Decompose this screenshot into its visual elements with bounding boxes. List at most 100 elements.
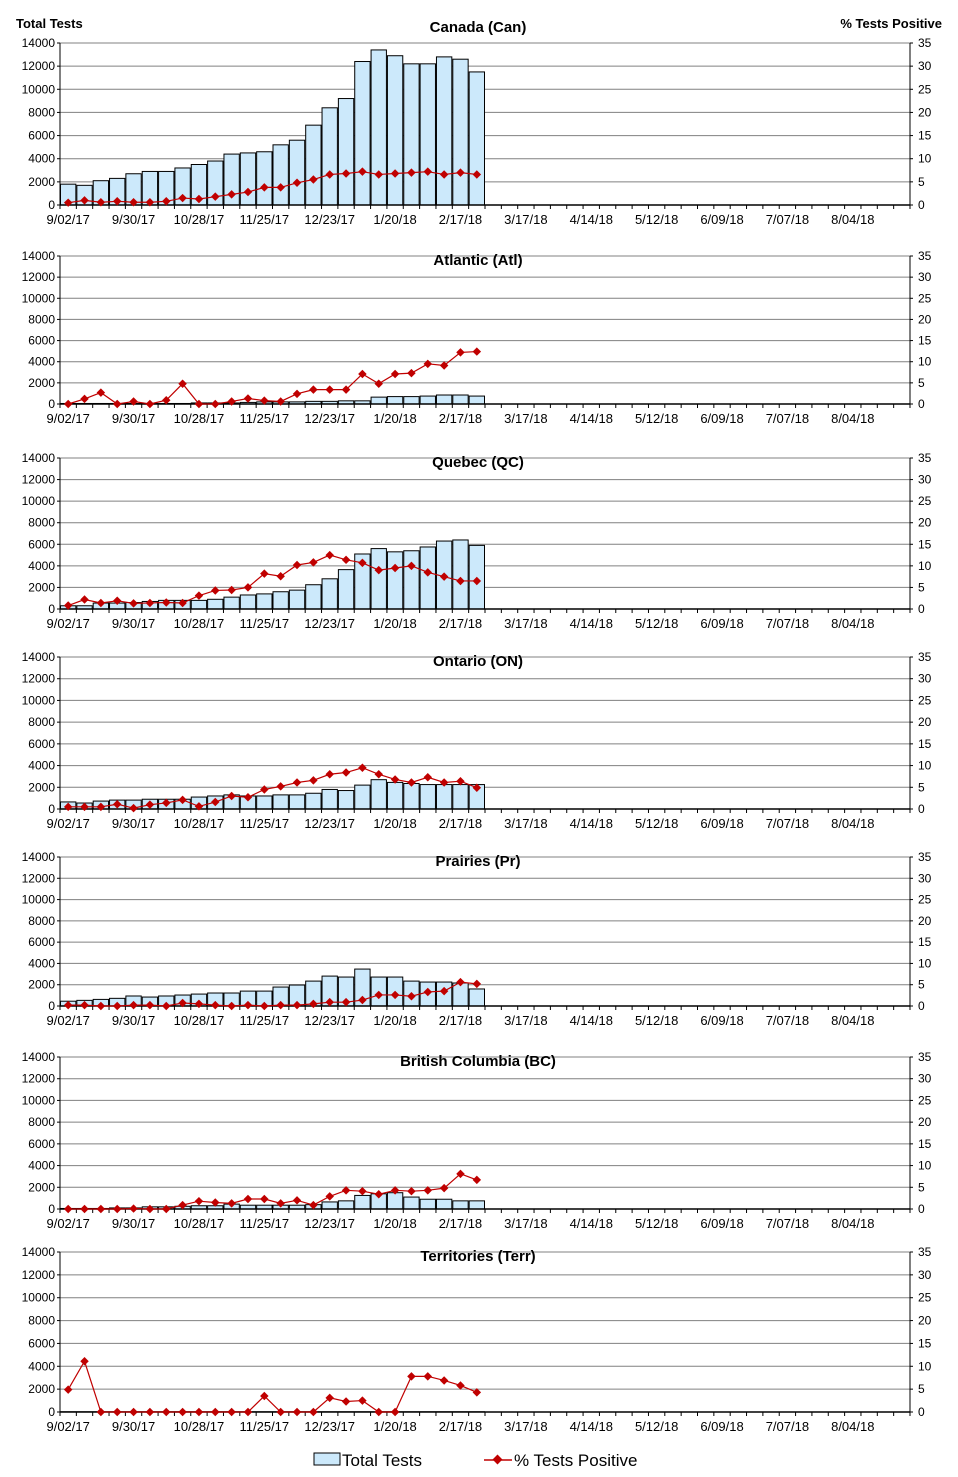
point-pct-positive xyxy=(423,773,433,782)
point-pct-positive xyxy=(63,198,73,207)
point-pct-positive xyxy=(292,178,302,188)
point-pct-positive xyxy=(341,1186,351,1195)
x-tick-label: 1/20/18 xyxy=(373,411,416,426)
x-tick-label: 3/17/18 xyxy=(504,411,547,426)
x-tick-label: 2/17/18 xyxy=(439,212,482,227)
x-tick-label: 1/20/18 xyxy=(373,616,416,631)
panel-0: 0 2000 4000 6000 8000 10000 12000 14000 0 5 10 15 20… xyxy=(22,19,932,227)
y-tick-label: 4000 xyxy=(28,1359,55,1373)
point-pct-positive xyxy=(243,394,253,403)
point-pct-positive xyxy=(407,368,416,378)
point-pct-positive xyxy=(390,1186,400,1195)
y-tick-label: 4000 xyxy=(28,559,55,573)
panel-title: Prairies (Pr) xyxy=(435,853,520,870)
bar-total-tests xyxy=(321,1201,338,1210)
x-tick-label: 8/04/18 xyxy=(831,816,874,831)
x-tick-label: 10/28/17 xyxy=(174,411,225,426)
y2-tick-label: 15 xyxy=(918,537,932,551)
bar-total-tests xyxy=(354,1194,371,1210)
point-pct-positive xyxy=(407,1372,416,1381)
y2-tick-label: 35 xyxy=(918,36,932,50)
y-tick-label: 12000 xyxy=(22,871,56,885)
y-tick-label: 4000 xyxy=(28,152,55,166)
point-pct-positive xyxy=(80,394,89,404)
point-pct-positive xyxy=(358,167,367,176)
point-pct-positive xyxy=(456,1381,465,1390)
point-pct-positive xyxy=(325,1393,334,1403)
x-tick-label: 3/17/18 xyxy=(504,816,547,831)
panel-title: Canada (Can) xyxy=(430,19,527,36)
point-pct-positive xyxy=(178,379,187,388)
y2-tick-label: 35 xyxy=(918,451,932,465)
point-pct-positive xyxy=(162,197,171,206)
x-tick-label: 5/12/18 xyxy=(635,1216,678,1231)
point-pct-positive xyxy=(276,1407,285,1417)
point-pct-positive xyxy=(325,770,334,779)
point-pct-positive xyxy=(96,1204,106,1214)
y2-tick-label: 25 xyxy=(918,494,932,508)
y2-tick-label: 20 xyxy=(918,105,932,119)
y-tick-label: 8000 xyxy=(28,715,55,729)
y2-tick-label: 15 xyxy=(918,1336,932,1350)
bar-total-tests xyxy=(337,569,355,610)
point-pct-positive xyxy=(390,775,400,784)
x-tick-label: 9/02/17 xyxy=(46,1419,89,1434)
point-pct-positive xyxy=(292,1196,302,1205)
x-tick-label: 1/20/18 xyxy=(373,1013,416,1028)
point-pct-positive xyxy=(63,1204,73,1214)
x-tick-label: 9/02/17 xyxy=(46,411,89,426)
y-tick-label: 12000 xyxy=(22,270,56,284)
y2-tick-label: 0 xyxy=(918,1202,925,1216)
point-pct-positive xyxy=(145,197,155,207)
point-pct-positive xyxy=(423,359,433,369)
point-pct-positive xyxy=(276,1199,285,1208)
point-pct-positive xyxy=(260,569,269,578)
point-pct-positive xyxy=(276,1000,285,1010)
y-tick-label: 0 xyxy=(48,198,55,212)
y-tick-label: 8000 xyxy=(28,1314,55,1328)
point-pct-positive xyxy=(341,555,351,565)
point-pct-positive xyxy=(472,1388,482,1397)
bar-total-tests xyxy=(435,784,453,810)
x-tick-label: 9/30/17 xyxy=(112,1013,155,1028)
point-pct-positive xyxy=(260,183,269,192)
y2-tick-label: 5 xyxy=(918,175,925,189)
point-pct-positive xyxy=(260,1194,269,1204)
bar-total-tests xyxy=(337,98,355,206)
point-pct-positive xyxy=(194,194,204,204)
y-tick-label: 14000 xyxy=(22,1050,56,1064)
point-pct-positive xyxy=(358,763,367,772)
x-tick-label: 5/12/18 xyxy=(635,616,678,631)
x-tick-label: 9/30/17 xyxy=(112,1216,155,1231)
point-pct-positive xyxy=(407,561,416,571)
x-tick-label: 2/17/18 xyxy=(439,1013,482,1028)
bar-total-tests xyxy=(386,551,404,610)
bar-total-tests xyxy=(435,394,453,405)
bar-total-tests xyxy=(370,779,387,810)
point-pct-positive xyxy=(358,995,367,1005)
y2-tick-label: 30 xyxy=(918,672,932,686)
bar-total-tests xyxy=(452,58,469,206)
bar-total-tests xyxy=(403,782,420,810)
point-pct-positive xyxy=(341,768,351,777)
point-pct-positive xyxy=(423,1186,433,1195)
point-pct-positive xyxy=(390,169,400,178)
point-pct-positive xyxy=(390,990,400,1000)
bar-total-tests xyxy=(386,55,404,206)
panel-1: 0 2000 4000 6000 8000 10000 12000 14000 0 5 10 15 20… xyxy=(22,249,932,426)
bar-total-tests xyxy=(370,548,387,610)
x-tick-label: 7/07/18 xyxy=(766,1013,809,1028)
y-tick-label: 10000 xyxy=(22,82,56,96)
y-tick-label: 2000 xyxy=(28,978,55,992)
bar-total-tests xyxy=(468,395,485,405)
bar-total-tests xyxy=(239,594,257,610)
point-pct-positive xyxy=(309,1407,318,1417)
y2-tick-label: 5 xyxy=(918,780,925,794)
bar-total-tests xyxy=(354,61,371,206)
y2-tick-label: 0 xyxy=(918,397,925,411)
point-pct-positive xyxy=(292,389,302,399)
y2-tick-label: 5 xyxy=(918,376,925,390)
legend-line-marker xyxy=(492,1454,503,1465)
point-pct-positive xyxy=(456,977,465,987)
point-pct-positive xyxy=(227,1407,236,1417)
